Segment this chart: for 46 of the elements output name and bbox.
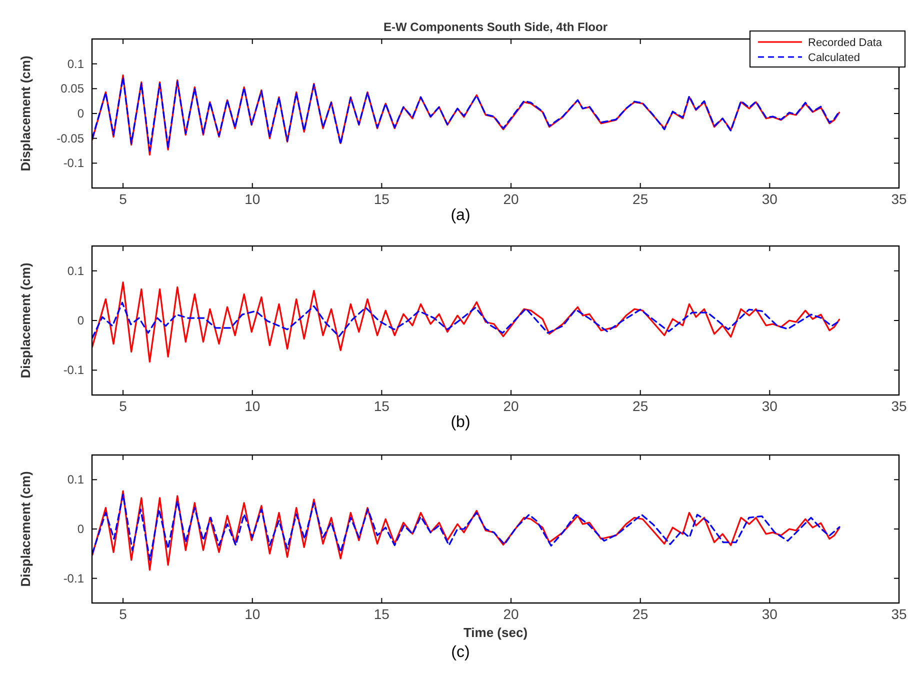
- x-tick-label: 15: [374, 191, 390, 207]
- line-series: [92, 494, 840, 561]
- x-tick-label: 5: [119, 191, 128, 207]
- y-tick-label: 0: [77, 106, 84, 120]
- x-tick-label: 35: [891, 606, 907, 622]
- y-tick-label: -0.1: [63, 156, 84, 170]
- x-tick-label: 30: [762, 398, 778, 414]
- x-tick-label: 10: [244, 191, 260, 207]
- line-series: [92, 281, 840, 363]
- line-series: [92, 302, 840, 339]
- x-tick-label: 10: [244, 398, 260, 414]
- y-tick-label: 0.1: [67, 264, 84, 278]
- x-tick-label: 5: [119, 398, 128, 414]
- y-tick-label: 0.1: [67, 472, 84, 487]
- y-tick-label: 0: [77, 522, 84, 536]
- line-series: [92, 490, 840, 571]
- y-tick-label: -0.1: [63, 363, 84, 378]
- y-tick-label: 0.1: [67, 56, 84, 71]
- x-tick-label: 20: [503, 398, 520, 414]
- legend-label: Calculated: [808, 52, 860, 64]
- x-tick-label: 30: [762, 191, 778, 207]
- y-tick-label: 0: [77, 314, 84, 328]
- x-tick-label: 20: [503, 191, 520, 207]
- y-axis-title: Displacement (cm): [18, 262, 33, 378]
- x-tick-label: 15: [374, 606, 390, 622]
- x-axis-title: Time (sec): [463, 625, 528, 640]
- text: (b): [450, 414, 470, 431]
- x-tick-label: 15: [374, 398, 390, 414]
- x-tick-label: 35: [891, 398, 907, 414]
- x-tick-label: 35: [891, 191, 907, 207]
- y-tick-label: -0.1: [63, 571, 84, 586]
- x-tick-label: 25: [632, 191, 648, 207]
- text: (c): [451, 644, 470, 661]
- y-axis-title: Displacement (cm): [18, 471, 33, 587]
- x-tick-label: 10: [244, 606, 260, 622]
- y-tick-label: 0.05: [60, 82, 84, 96]
- x-tick-label: 25: [632, 398, 648, 414]
- y-axis-title: Displacement (cm): [18, 56, 33, 172]
- x-tick-label: 25: [632, 606, 648, 622]
- chart-title: E-W Components South Side, 4th Floor: [384, 20, 608, 34]
- x-tick-label: 20: [503, 606, 520, 622]
- text: (a): [450, 207, 470, 224]
- y-tick-label: -0.05: [56, 131, 84, 146]
- legend-label: Recorded Data: [808, 37, 883, 49]
- x-tick-label: 5: [119, 606, 128, 622]
- x-tick-label: 30: [762, 606, 778, 622]
